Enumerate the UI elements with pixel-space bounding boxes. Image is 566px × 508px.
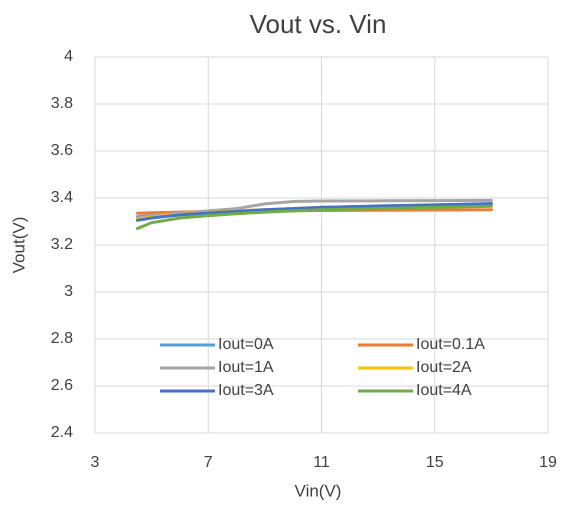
y-tick-label: 3.8 bbox=[51, 95, 73, 112]
legend-label: Iout=0A bbox=[218, 336, 274, 353]
legend-label: Iout=2A bbox=[416, 359, 472, 376]
y-tick-label: 3.2 bbox=[51, 236, 73, 253]
x-axis-title: Vin(V) bbox=[295, 481, 342, 500]
legend-label: Iout=4A bbox=[416, 382, 472, 399]
series-line bbox=[135, 202, 493, 222]
series-line bbox=[135, 204, 493, 231]
y-axis-title: Vout(V) bbox=[9, 217, 28, 274]
x-tick-label: 19 bbox=[539, 454, 557, 471]
legend-label: Iout=0.1A bbox=[416, 336, 485, 353]
x-tick-label: 11 bbox=[313, 454, 330, 471]
y-tick-label: 3.6 bbox=[51, 142, 73, 159]
x-tick-label: 3 bbox=[91, 454, 100, 471]
y-tick-label: 3 bbox=[64, 283, 73, 300]
x-tick-label: 7 bbox=[204, 454, 213, 471]
x-tick-label: 15 bbox=[426, 454, 444, 471]
y-tick-label: 4 bbox=[64, 48, 73, 65]
y-tick-label: 3.4 bbox=[51, 189, 73, 206]
chart-title: Vout vs. Vin bbox=[250, 9, 387, 39]
legend-label: Iout=3A bbox=[218, 382, 274, 399]
y-tick-label: 2.4 bbox=[51, 424, 73, 441]
y-tick-label: 2.8 bbox=[51, 330, 73, 347]
y-tick-label: 2.6 bbox=[51, 377, 73, 394]
legend-label: Iout=1A bbox=[218, 359, 274, 376]
